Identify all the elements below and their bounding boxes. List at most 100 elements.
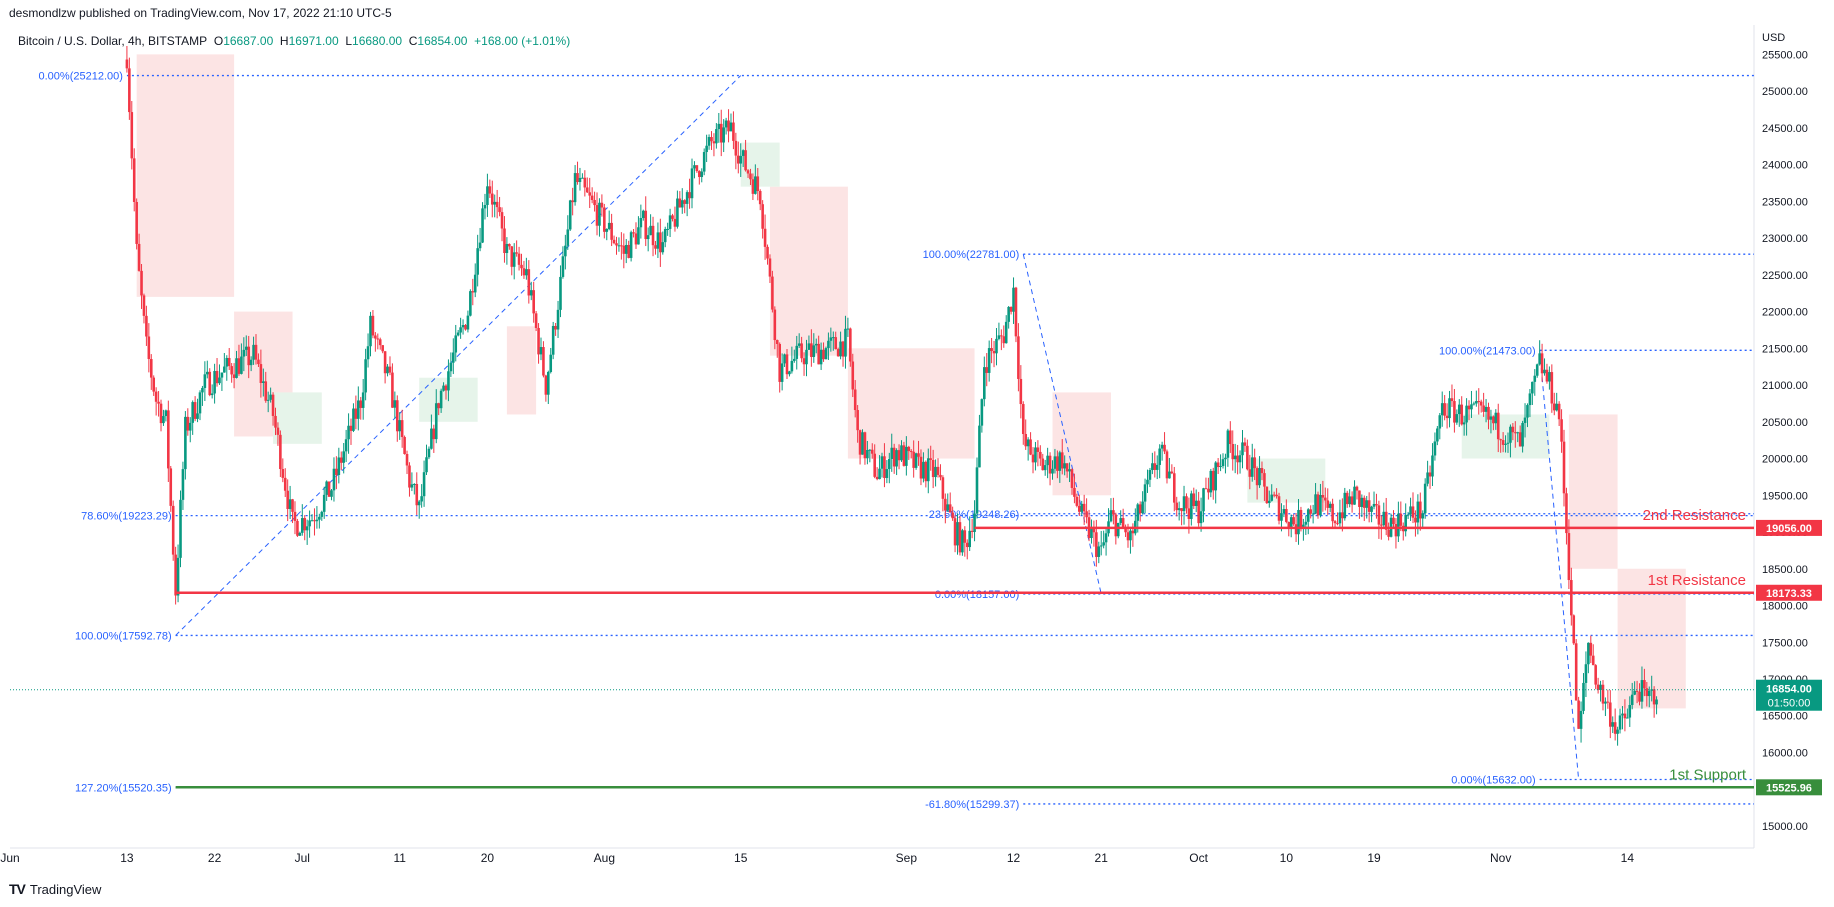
- candle-body: [201, 387, 204, 393]
- candle-body: [1180, 508, 1183, 512]
- candle-body: [1004, 321, 1008, 344]
- candle-body: [914, 453, 918, 468]
- candle-body: [814, 343, 818, 346]
- candle-body: [761, 204, 764, 229]
- candle-body: [252, 344, 255, 360]
- candle-body: [1499, 439, 1502, 441]
- candle-body: [595, 205, 599, 226]
- candle-body: [948, 504, 952, 513]
- y-tick-label: 25500.00: [1762, 49, 1808, 61]
- candle-body: [1075, 496, 1079, 506]
- candle-body: [1238, 455, 1242, 463]
- candle-body: [279, 434, 282, 470]
- candle-body: [1584, 664, 1588, 683]
- 1st-resistance-price-text: 18173.33: [1766, 588, 1812, 600]
- candle-body: [603, 207, 606, 232]
- symbol-name[interactable]: Bitcoin / U.S. Dollar, 4h, BITSTAMP: [18, 34, 208, 48]
- candle-body: [220, 372, 224, 378]
- y-tick-label: 18000.00: [1762, 601, 1808, 613]
- candle-body: [1623, 713, 1627, 719]
- x-tick-label: Oct: [1189, 851, 1208, 865]
- candle-body: [1280, 513, 1283, 521]
- candle-body: [1643, 680, 1646, 689]
- candle-body: [1231, 444, 1235, 460]
- candle-body: [771, 276, 774, 310]
- candle-body: [936, 466, 940, 475]
- candle-body: [885, 469, 889, 478]
- candle-body: [452, 352, 455, 363]
- high-value: 16971.00: [288, 34, 339, 48]
- candle-body: [198, 392, 202, 414]
- x-tick-label: 15: [734, 851, 748, 865]
- candle-body: [162, 416, 165, 424]
- candle-body: [461, 325, 465, 328]
- candle-body: [1229, 430, 1232, 445]
- footer-brand[interactable]: TV TradingView: [9, 881, 101, 897]
- candle-body: [308, 520, 311, 527]
- candle-body: [1589, 642, 1593, 656]
- candle-body: [644, 210, 648, 240]
- candle-body: [1345, 492, 1349, 505]
- candle-body: [1618, 715, 1622, 730]
- candle-body: [1626, 717, 1629, 719]
- candle-body: [1640, 680, 1644, 702]
- candle-body: [500, 212, 504, 229]
- x-tick-label: 11: [393, 851, 406, 865]
- candle-body: [1221, 459, 1225, 467]
- candle-body: [1416, 501, 1420, 523]
- candle-body: [434, 403, 438, 440]
- candle-body: [632, 232, 635, 234]
- candle-body: [888, 458, 891, 470]
- candle-body: [547, 371, 550, 395]
- candle-body: [634, 233, 638, 245]
- candle-body: [751, 179, 755, 194]
- candle-body: [1421, 513, 1425, 519]
- candle-body: [1518, 432, 1522, 447]
- candle-body: [1172, 473, 1176, 503]
- candle-body: [1406, 514, 1410, 516]
- candle-body: [364, 359, 367, 393]
- candle-body: [688, 192, 691, 199]
- candle-body: [1321, 495, 1325, 498]
- candle-body: [1294, 524, 1298, 535]
- candle-body: [262, 381, 265, 383]
- candle-body: [525, 269, 528, 276]
- candle-body: [732, 122, 735, 141]
- candle-body: [259, 364, 263, 383]
- candle-body: [780, 363, 784, 382]
- candle-body: [361, 392, 365, 408]
- candle-body: [1287, 521, 1291, 529]
- candle-body: [987, 348, 991, 373]
- candle-body: [973, 513, 976, 532]
- candle-body: [829, 337, 833, 341]
- candle-body: [685, 192, 689, 204]
- candle-body: [205, 371, 209, 375]
- candle-body: [1138, 504, 1142, 514]
- candle-body: [1367, 500, 1371, 512]
- candle-body: [347, 425, 350, 440]
- candle-body: [641, 210, 645, 218]
- candle-body: [571, 200, 574, 203]
- candle-body: [1496, 412, 1500, 440]
- y-tick-label: 20000.00: [1762, 454, 1808, 466]
- candle-body: [503, 228, 506, 254]
- candle-body: [257, 359, 260, 365]
- candle-body: [203, 374, 207, 388]
- candle-body: [1414, 517, 1417, 523]
- candle-body: [712, 141, 716, 144]
- candle-body: [736, 155, 740, 164]
- candle-body: [1533, 375, 1537, 382]
- candle-body: [749, 173, 752, 180]
- candle-body: [508, 243, 511, 247]
- y-tick-label: 21500.00: [1762, 343, 1808, 355]
- candle-body: [1009, 306, 1013, 312]
- candle-body: [734, 140, 738, 156]
- candle-body: [425, 457, 428, 473]
- candle-body: [449, 362, 453, 372]
- cloud-red-segment: [769, 186, 848, 356]
- candle-body: [1306, 509, 1310, 522]
- candle-body: [359, 400, 363, 408]
- candle-body: [1355, 486, 1359, 491]
- candle-body: [1348, 496, 1351, 505]
